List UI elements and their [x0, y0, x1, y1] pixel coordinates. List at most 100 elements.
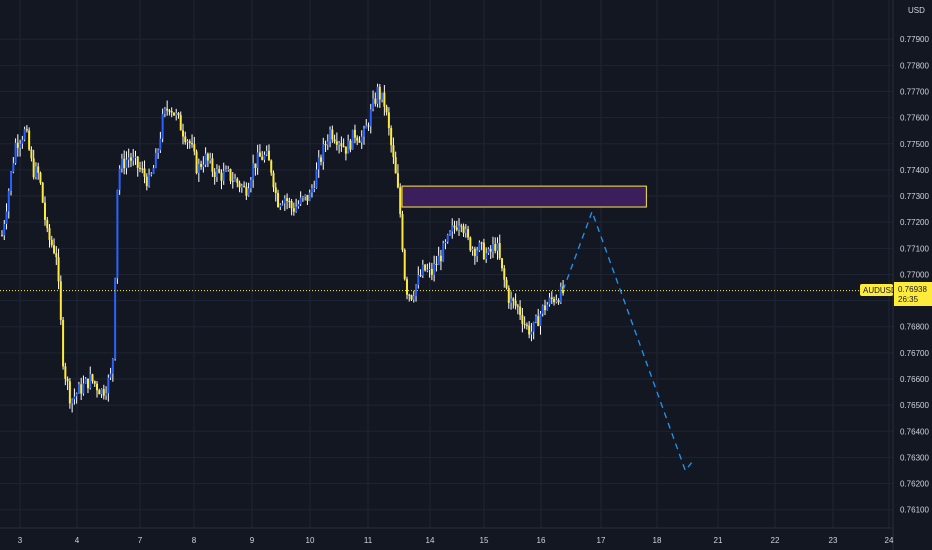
price-tick-label: 0.77400 — [900, 166, 929, 175]
candle-body — [329, 129, 332, 142]
candle-body — [107, 377, 110, 394]
symbol-tag[interactable]: AUDUSD — [860, 284, 897, 296]
candle-body — [73, 396, 76, 400]
candle-body — [215, 169, 218, 178]
time-tick-label: 14 — [426, 536, 435, 545]
candle-body — [220, 172, 223, 181]
candle-body — [41, 182, 44, 203]
candle-body — [66, 378, 69, 382]
candle-body — [301, 196, 304, 198]
candle-body — [553, 298, 556, 303]
candle-body — [458, 225, 461, 230]
candle-body — [385, 106, 388, 113]
candle-body — [523, 323, 526, 325]
candle-body — [498, 243, 501, 259]
candle-body — [59, 281, 62, 320]
candle-body — [25, 129, 28, 131]
candle-body — [234, 178, 237, 182]
candle-body — [159, 138, 162, 151]
price-tick-label: 0.77000 — [900, 270, 929, 279]
candle-body — [55, 253, 58, 258]
candle-body — [424, 264, 427, 271]
candle-body — [186, 141, 189, 143]
candle-body — [222, 171, 225, 181]
candle-body — [487, 248, 490, 254]
candle-body — [510, 298, 513, 303]
candle-body — [310, 188, 313, 193]
candle-body — [473, 248, 476, 257]
candle-body — [211, 158, 214, 172]
candle-body — [77, 384, 80, 394]
candle-body — [265, 150, 268, 155]
candle-body — [48, 228, 51, 240]
candle-body — [496, 243, 499, 251]
candle-body — [229, 169, 232, 181]
candle-body — [283, 198, 286, 204]
currency-label: USD — [908, 6, 925, 15]
candle-body — [390, 128, 393, 146]
candle-body — [125, 159, 128, 169]
time-axis[interactable]: 3 4 7 8 9 10 11 14 15 16 17 18 21 22 23 24 — [18, 536, 894, 545]
time-tick-label: 3 — [18, 536, 23, 545]
time-tick-label: 21 — [714, 536, 723, 545]
candle-body — [399, 187, 402, 215]
candle-body — [34, 166, 37, 178]
candle-body — [238, 182, 241, 188]
resistance-zone[interactable] — [401, 185, 647, 208]
candle-body — [421, 264, 424, 276]
candle-body — [358, 140, 361, 143]
candle-body — [462, 226, 465, 233]
candle-body — [338, 143, 341, 145]
candle-body — [446, 234, 449, 242]
candle-body — [191, 143, 194, 145]
time-tick-label: 17 — [597, 536, 606, 545]
candle-body — [152, 167, 155, 174]
time-tick-label: 15 — [480, 536, 489, 545]
candle-body — [532, 322, 535, 332]
candle-body — [530, 331, 533, 335]
candle-body — [82, 383, 85, 394]
symbol-tag-bg — [860, 284, 893, 296]
candle-body — [403, 249, 406, 280]
time-tick-label: 18 — [653, 536, 662, 545]
candle-body — [120, 158, 123, 169]
candle-body — [516, 305, 519, 307]
candle-body — [129, 157, 132, 161]
candle-body — [349, 140, 352, 150]
candle-body — [86, 378, 89, 389]
candles — [1, 83, 565, 413]
candle-body — [394, 157, 397, 174]
candle-body — [261, 156, 264, 160]
candle-body — [453, 225, 456, 228]
candle-body — [163, 108, 166, 115]
candle-body — [559, 286, 562, 303]
candle-body — [491, 244, 494, 252]
candle-body — [12, 163, 15, 172]
candle-body — [139, 167, 142, 169]
candle-body — [64, 366, 67, 379]
price-tick-label: 0.77100 — [900, 244, 929, 253]
candle-body — [340, 143, 343, 147]
candle-body — [177, 113, 180, 116]
candle-body — [365, 125, 368, 129]
time-tick-label: 9 — [250, 536, 255, 545]
candle-body — [304, 194, 307, 197]
projection-path[interactable] — [562, 209, 693, 472]
candle-body — [433, 263, 436, 275]
time-tick-label: 10 — [306, 536, 315, 545]
candle-body — [295, 206, 298, 212]
last-price-tag[interactable]: 0.76938 26:35 — [894, 282, 932, 306]
candle-body — [68, 381, 71, 404]
candle-body — [439, 255, 442, 262]
candle-body — [437, 255, 440, 265]
candle-body — [396, 173, 399, 188]
candle-body — [480, 242, 483, 244]
candle-body — [281, 203, 284, 205]
candle-body — [317, 157, 320, 170]
candle-body — [514, 300, 517, 306]
candle-body — [512, 298, 515, 301]
candle-body — [245, 186, 248, 196]
candle-body — [408, 294, 411, 296]
candle-body — [555, 300, 558, 303]
